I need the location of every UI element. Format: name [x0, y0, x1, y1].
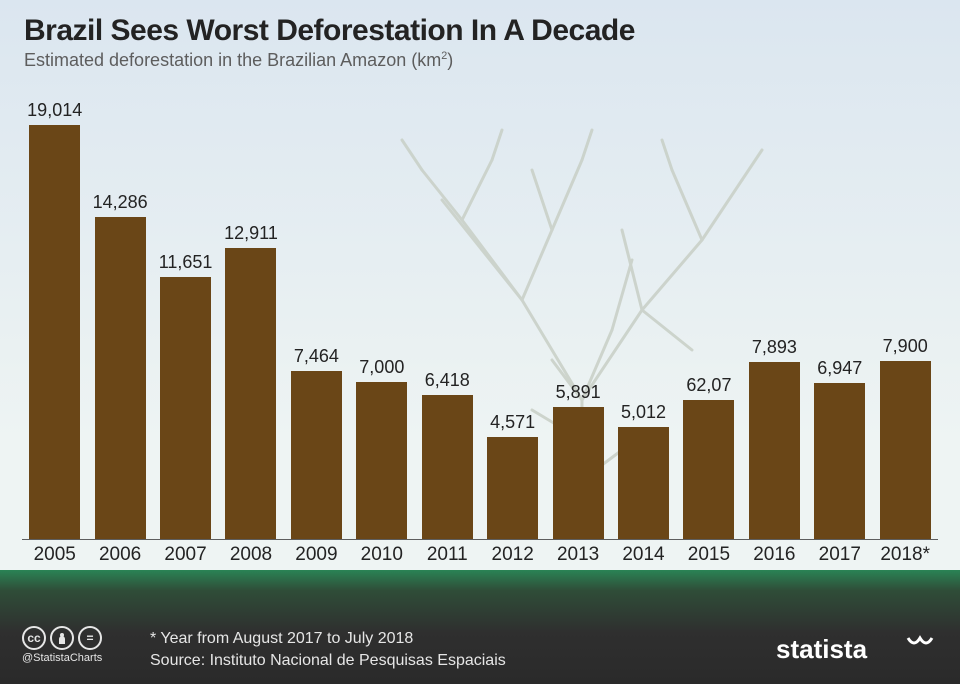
bar-slot: 7,464 — [284, 100, 349, 540]
bar-slot: 62,07 — [676, 100, 741, 540]
x-axis-label: 2007 — [153, 540, 218, 570]
x-axis-label: 2008 — [218, 540, 283, 570]
footer: cc = @StatistaCharts * Year from August … — [0, 614, 960, 684]
bar-slot: 7,900 — [872, 100, 937, 540]
bar-slot: 11,651 — [153, 100, 218, 540]
bar-value-label: 5,012 — [621, 402, 666, 423]
bar-value-label: 5,891 — [556, 382, 601, 403]
bar-slot: 12,911 — [218, 100, 283, 540]
license-block: cc = @StatistaCharts — [22, 626, 102, 664]
cc-nd-icon: = — [78, 626, 102, 650]
bar-value-label: 12,911 — [224, 223, 278, 244]
bar — [749, 362, 800, 540]
bar-value-label: 62,07 — [686, 375, 731, 396]
source-line: Source: Instituto Nacional de Pesquisas … — [150, 652, 506, 670]
footnote: * Year from August 2017 to July 2018 — [150, 630, 413, 648]
bar-value-label: 14,286 — [93, 192, 148, 213]
x-axis-label: 2006 — [87, 540, 152, 570]
x-axis-label: 2017 — [807, 540, 872, 570]
subtitle-suffix: ) — [447, 50, 453, 70]
bar-value-label: 11,651 — [159, 252, 213, 273]
x-axis-label: 2009 — [284, 540, 349, 570]
x-axis-label: 2015 — [676, 540, 741, 570]
bar — [683, 400, 734, 540]
x-axis-label: 2016 — [742, 540, 807, 570]
bar — [553, 407, 604, 540]
x-axis-label: 2014 — [611, 540, 676, 570]
bar — [291, 371, 342, 540]
x-axis-label: 2012 — [480, 540, 545, 570]
bar-slot: 6,947 — [807, 100, 872, 540]
bar — [814, 383, 865, 540]
bar — [422, 395, 473, 540]
statista-logo-text: statista — [776, 634, 868, 664]
cc-icons: cc = — [22, 626, 102, 650]
bars-container: 19,014 14,286 11,651 12,911 7,464 7,000 6,418 4… — [22, 100, 938, 540]
bar-slot: 7,000 — [349, 100, 414, 540]
subtitle-text: Estimated deforestation in the Brazilian… — [24, 50, 441, 70]
bar-value-label: 4,571 — [490, 412, 535, 433]
x-axis-label: 2011 — [415, 540, 480, 570]
chart-title: Brazil Sees Worst Deforestation In A Dec… — [24, 14, 936, 48]
bar-value-label: 7,900 — [883, 336, 928, 357]
x-axis-labels: 2005200620072008200920102011201220132014… — [22, 540, 938, 570]
bar-value-label: 6,418 — [425, 370, 470, 391]
x-axis-label: 2005 — [22, 540, 87, 570]
bar — [225, 248, 276, 540]
bar-value-label: 19,014 — [27, 100, 82, 121]
chart-subtitle: Estimated deforestation in the Brazilian… — [24, 50, 936, 71]
statista-logo: statista — [776, 632, 936, 666]
cc-icon: cc — [22, 626, 46, 650]
infographic-root: Brazil Sees Worst Deforestation In A Dec… — [0, 0, 960, 684]
bar — [618, 427, 669, 540]
bar-slot: 14,286 — [87, 100, 152, 540]
bar-slot: 7,893 — [742, 100, 807, 540]
bar-slot: 6,418 — [415, 100, 480, 540]
bar-value-label: 7,893 — [752, 337, 797, 358]
bar — [356, 382, 407, 540]
title-block: Brazil Sees Worst Deforestation In A Dec… — [24, 14, 936, 71]
bar-slot: 5,012 — [611, 100, 676, 540]
statista-wave-icon — [908, 638, 932, 643]
cc-by-icon — [50, 626, 74, 650]
bar-slot: 19,014 — [22, 100, 87, 540]
bar — [880, 361, 931, 540]
bar — [160, 277, 211, 540]
bar-value-label: 6,947 — [817, 358, 862, 379]
chart-area: 19,014 14,286 11,651 12,911 7,464 7,000 6,418 4… — [22, 100, 938, 570]
x-axis-label: 2018* — [872, 540, 937, 570]
bar-slot: 5,891 — [545, 100, 610, 540]
bar-slot: 4,571 — [480, 100, 545, 540]
bar-value-label: 7,000 — [359, 357, 404, 378]
bar — [29, 125, 80, 540]
x-axis-label: 2010 — [349, 540, 414, 570]
bar — [487, 437, 538, 540]
statista-handle: @StatistaCharts — [22, 652, 102, 664]
bar-value-label: 7,464 — [294, 346, 339, 367]
x-axis-label: 2013 — [545, 540, 610, 570]
bar — [95, 217, 146, 540]
